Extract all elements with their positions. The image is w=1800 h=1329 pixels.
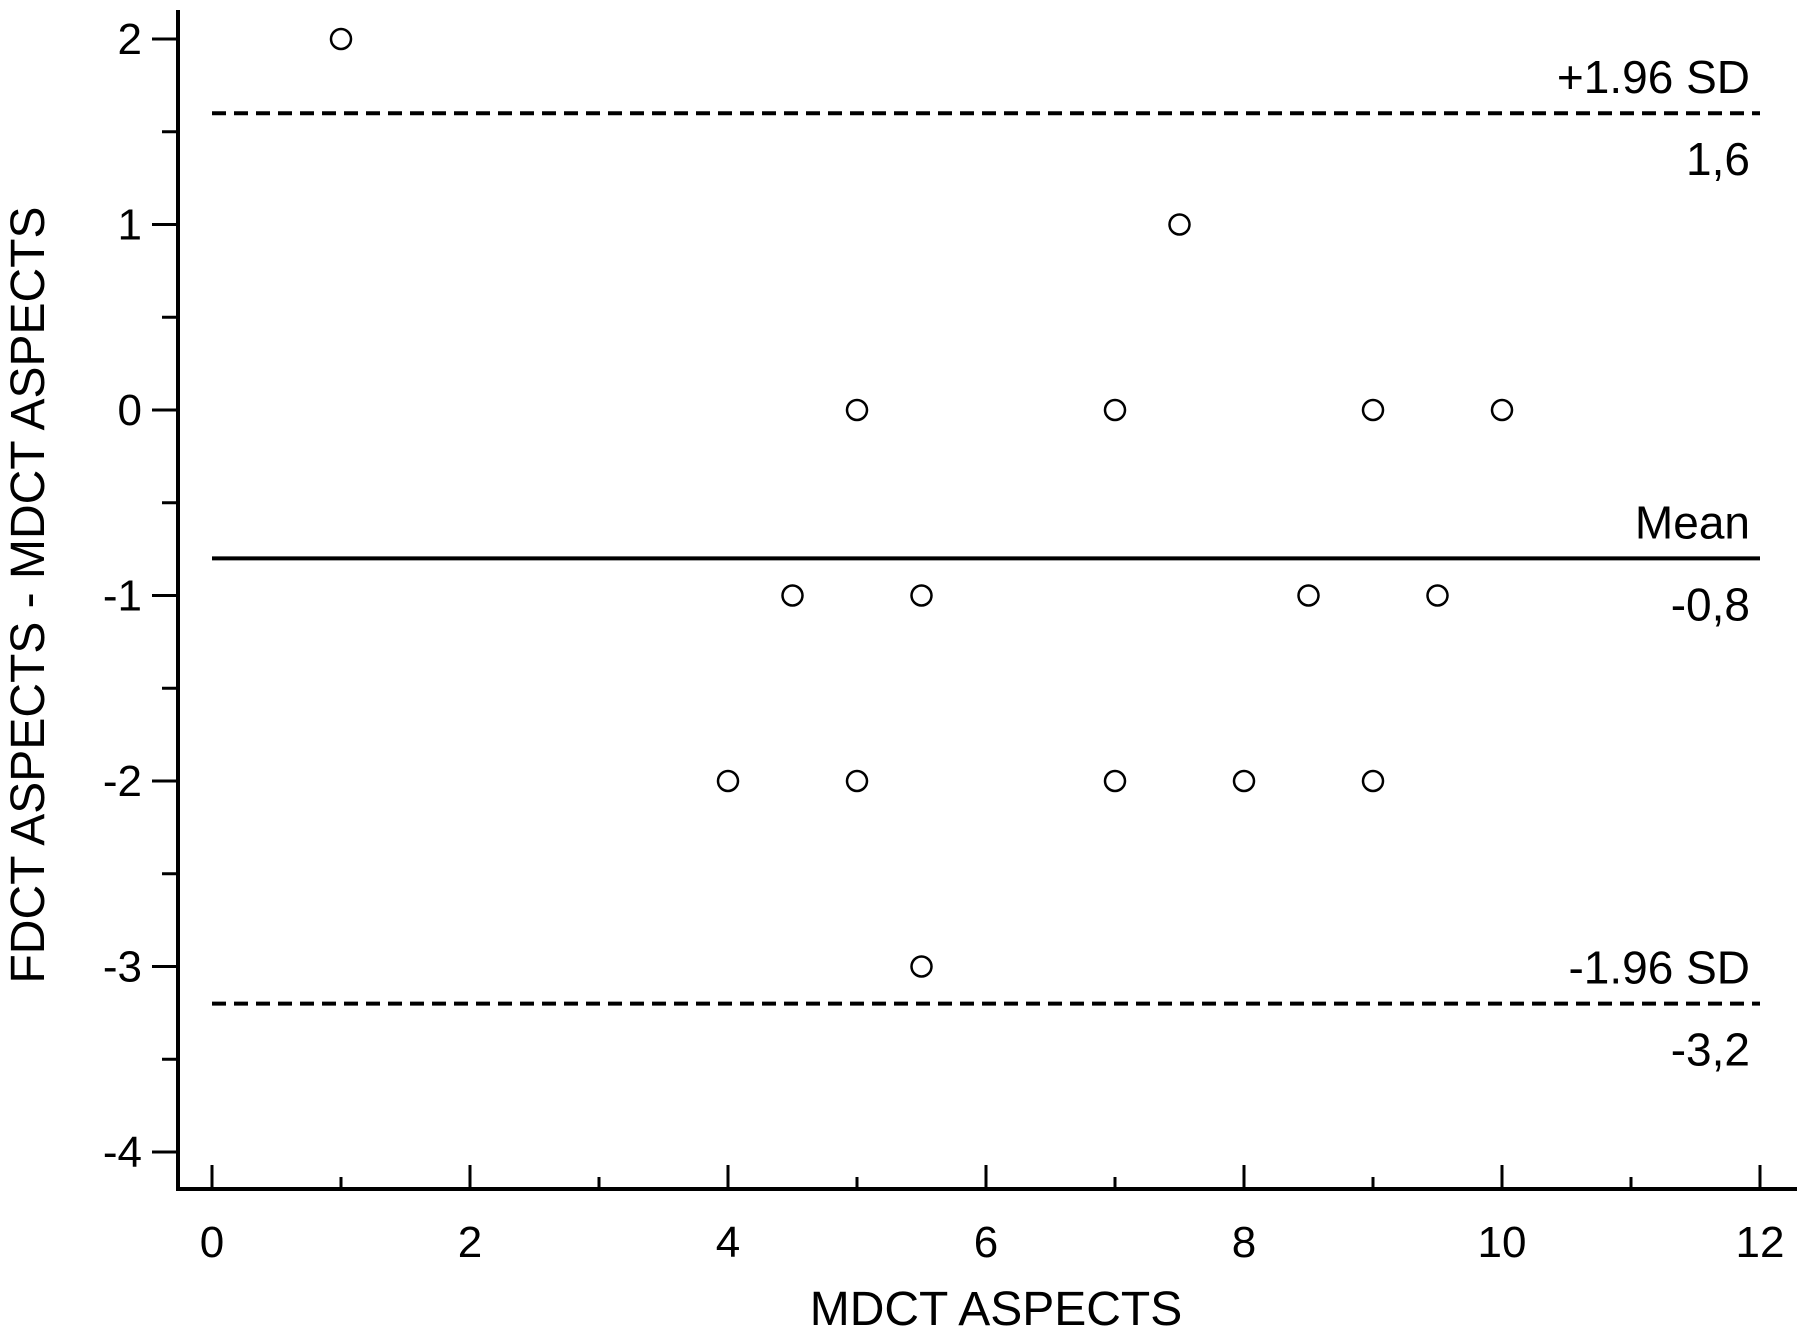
x-tick-label: 0 [200, 1218, 224, 1267]
y-tick-label: -2 [103, 757, 142, 806]
y-tick-label: -4 [103, 1128, 142, 1177]
ref-line-name: -1.96 SD [1568, 942, 1750, 994]
data-point [716, 769, 740, 793]
data-point [1232, 769, 1256, 793]
x-tick-label: 12 [1736, 1218, 1785, 1267]
ref-line-name: Mean [1635, 496, 1750, 548]
y-tick-label: 2 [118, 15, 142, 64]
data-point [1361, 398, 1385, 422]
y-tick-label: -1 [103, 572, 142, 621]
ref-line-value: -3,2 [1671, 1024, 1750, 1076]
ref-line-value: -0,8 [1671, 578, 1750, 630]
y-tick-label: 0 [118, 386, 142, 435]
data-point [910, 584, 933, 607]
data-point [1103, 398, 1127, 422]
data-point [910, 955, 933, 978]
y-axis-title: FDCT ASPECTS - MDCT ASPECTS [2, 206, 55, 983]
data-point [1426, 584, 1449, 607]
x-axis-title: MDCT ASPECTS [810, 1283, 1183, 1329]
data-point [1361, 769, 1385, 793]
x-tick-label: 6 [974, 1218, 998, 1267]
data-point [1297, 584, 1320, 607]
x-tick-label: 4 [716, 1218, 740, 1267]
ref-line-name: +1.96 SD [1557, 51, 1750, 103]
x-tick-label: 8 [1232, 1218, 1256, 1267]
data-point [845, 398, 869, 422]
data-point [845, 769, 869, 793]
x-tick-label: 2 [458, 1218, 482, 1267]
data-point [1103, 769, 1127, 793]
data-point [1168, 213, 1191, 236]
reference-lines: +1.96 SD 1,6 Mean -0,8 -1.96 SD -3,2 [212, 51, 1760, 1076]
y-tick-label: -3 [103, 943, 142, 992]
data-point [1490, 398, 1514, 422]
data-point [329, 27, 353, 51]
data-point [781, 584, 804, 607]
data-points [329, 27, 1514, 978]
ref-line-value: 1,6 [1686, 133, 1750, 185]
x-tick-label: 10 [1478, 1218, 1527, 1267]
y-tick-label: 1 [118, 201, 142, 250]
